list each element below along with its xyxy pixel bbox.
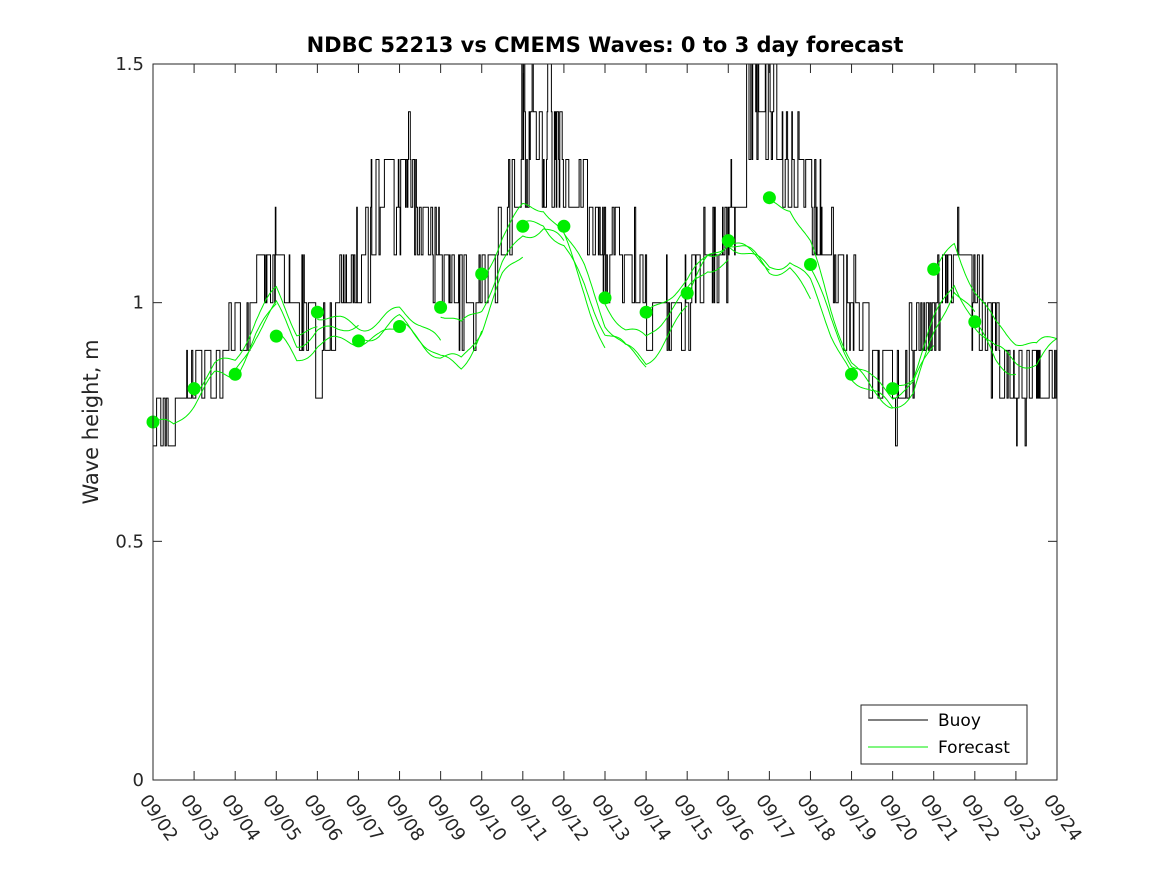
- forecast-run-line: [769, 199, 893, 409]
- forecast-marker: [680, 286, 694, 300]
- y-ticks: 0 0.5 1 1.5: [115, 54, 1057, 791]
- y-tick-label: 1.5: [115, 54, 144, 75]
- forecast-run-line: [892, 284, 1017, 387]
- forecast-marker: [968, 315, 982, 329]
- forecast-run-line: [275, 328, 400, 362]
- y-axis-label: Wave height, m: [79, 339, 103, 504]
- legend-buoy-label: Buoy: [938, 711, 981, 731]
- forecast-run-line: [686, 245, 811, 300]
- forecast-marker: [721, 234, 735, 248]
- forecast-marker: [187, 382, 201, 396]
- forecast-marker: [516, 219, 530, 233]
- forecast-run-line: [727, 245, 852, 373]
- forecast-marker: [804, 258, 817, 271]
- forecast-marker: [845, 367, 858, 381]
- forecast-marker: [393, 320, 406, 333]
- legend: Buoy Forecast: [860, 704, 1028, 765]
- forecast-marker: [352, 334, 365, 348]
- y-tick-label: 1: [133, 293, 144, 314]
- forecast-marker: [228, 367, 242, 381]
- series-layer: [146, 63, 1058, 447]
- forecast-marker: [557, 219, 571, 233]
- forecast-run-line: [152, 303, 277, 425]
- forecast-marker: [927, 262, 941, 276]
- buoy-series-line: [153, 63, 1058, 447]
- forecast-marker: [310, 305, 324, 319]
- forecast-run-line: [974, 327, 1058, 369]
- y-tick-label: 0.5: [115, 531, 144, 552]
- forecast-marker: [762, 191, 776, 205]
- chart-title: NDBC 52213 vs CMEMS Waves: 0 to 3 day fo…: [307, 33, 904, 57]
- forecast-marker: [269, 329, 283, 343]
- forecast-run-line: [399, 256, 524, 359]
- forecast-marker: [434, 300, 448, 314]
- forecast-run-line: [440, 228, 565, 322]
- y-tick-label: 0: [133, 770, 144, 791]
- forecast-run-line: [810, 267, 935, 400]
- forecast-run-line: [851, 291, 976, 409]
- forecast-run-line: [604, 259, 729, 337]
- legend-box: [860, 704, 1028, 765]
- forecast-run-line: [193, 285, 318, 397]
- forecast-run-line: [933, 242, 1058, 346]
- legend-forecast-label: Forecast: [938, 738, 1010, 758]
- forecast-marker: [886, 382, 900, 396]
- plot-area-background: [153, 64, 1057, 780]
- forecast-run-line: [317, 306, 442, 341]
- forecast-run-line: [481, 202, 606, 349]
- forecast-run-line: [563, 233, 688, 366]
- forecast-marker: [598, 291, 612, 305]
- forecast-marker: [475, 267, 489, 281]
- forecast-marker: [639, 305, 653, 319]
- forecast-run-line: [234, 299, 359, 370]
